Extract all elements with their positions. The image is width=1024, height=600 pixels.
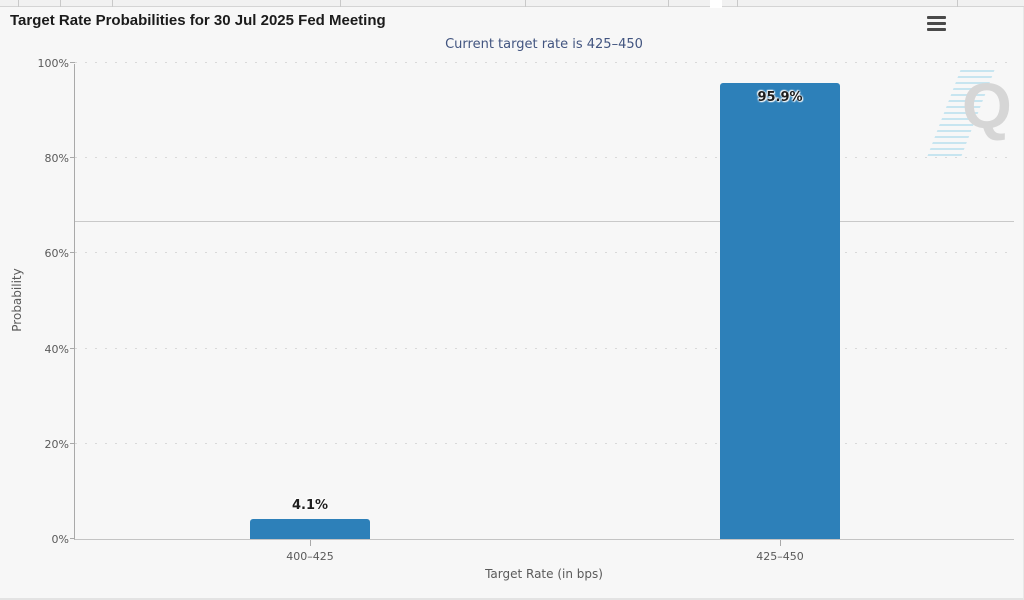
y-tick — [70, 538, 75, 539]
browser-tab-strip — [0, 0, 1024, 8]
bar[interactable] — [720, 82, 840, 539]
y-tick-label: 100% — [37, 57, 69, 70]
bar[interactable] — [250, 519, 370, 539]
gridline — [75, 252, 1014, 254]
hamburger-icon — [927, 16, 946, 19]
x-tick — [780, 540, 781, 546]
chart-menu-button[interactable] — [927, 16, 1006, 31]
y-tick — [70, 157, 75, 159]
x-tick-label: 425–450 — [756, 550, 804, 563]
plot-area: 0% 20% 40% 60% 80% 100% 4.1% 400–425 95.9% 425–45… — [38, 57, 1014, 563]
gridline — [75, 157, 1014, 159]
x-tick — [310, 540, 311, 546]
y-tick — [70, 442, 75, 444]
y-tick-label: 60% — [44, 247, 69, 261]
y-tick-label: 20% — [44, 437, 69, 451]
gridline — [75, 347, 1014, 349]
x-tick-label: 400–425 — [286, 550, 334, 563]
bar-value-label: 4.1% — [291, 498, 329, 514]
y-tick — [70, 347, 75, 349]
y-tick — [70, 252, 75, 254]
y-tick-label: 40% — [44, 342, 69, 356]
bar-value-label: 95.9% — [757, 89, 803, 105]
x-axis-title: Target Rate (in bps) — [485, 567, 603, 581]
gridline — [75, 442, 1014, 444]
chart-title: Target Rate Probabilities for 30 Jul 202… — [10, 12, 386, 29]
reference-line — [75, 220, 1014, 222]
y-tick-label: 0% — [51, 533, 69, 546]
gridline — [75, 62, 1014, 63]
y-axis-title: Probability — [10, 268, 24, 332]
y-tick-label: 80% — [44, 152, 69, 166]
chart-subtitle: Current target rate is 425–450 — [445, 37, 643, 52]
y-tick — [70, 62, 75, 63]
